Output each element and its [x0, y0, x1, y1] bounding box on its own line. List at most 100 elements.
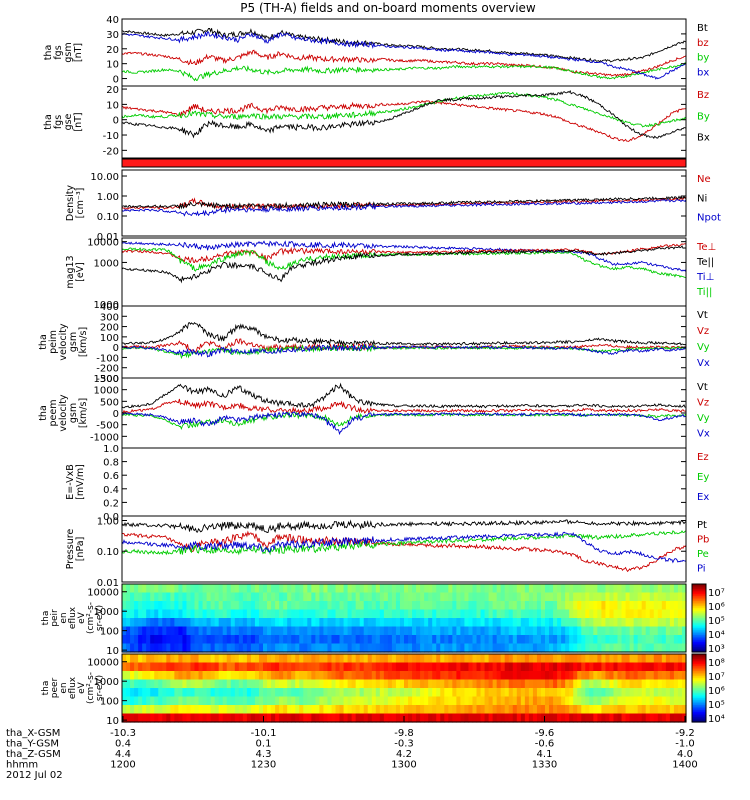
- peir-en-eflux-cell: [669, 626, 675, 636]
- peer-en-eflux-cell: [625, 662, 631, 672]
- peir-en-eflux-cell: [267, 601, 272, 611]
- peer-en-eflux-cell: [577, 713, 582, 723]
- peir-en-eflux-cell: [287, 601, 292, 611]
- peir-en-eflux-cell: [315, 609, 320, 619]
- peer-en-eflux-cell: [279, 671, 284, 681]
- peir-en-eflux-cell: [254, 618, 260, 628]
- peer-en-eflux-cell: [331, 654, 337, 664]
- peir-en-eflux-cell: [677, 592, 683, 602]
- peer-en-eflux-cell: [399, 713, 405, 723]
- peer-en-eflux-cell: [395, 654, 401, 664]
- peir-en-eflux-cell: [536, 643, 542, 653]
- peer-en-eflux-cell: [242, 671, 248, 681]
- peer-en-eflux-cell: [238, 713, 244, 723]
- peer-en-eflux-cell: [593, 679, 598, 689]
- peir-en-eflux-cell: [593, 592, 598, 602]
- peer-en-eflux-cell: [408, 696, 413, 706]
- peer-en-eflux-cell: [577, 696, 582, 706]
- peir-en-eflux-cell: [178, 584, 184, 594]
- peir-en-eflux-colorbar-label: 10⁷: [708, 588, 725, 599]
- peer-en-eflux-cell: [561, 713, 566, 723]
- peir-en-eflux-cell: [230, 584, 236, 594]
- peir-en-eflux-cell: [625, 643, 631, 653]
- peir-en-eflux-cell: [549, 592, 554, 602]
- peer-en-eflux-colorbar-step: [692, 705, 706, 708]
- peer-en-eflux-cell: [126, 688, 131, 698]
- peir-en-eflux-cell: [669, 592, 675, 602]
- peer-en-eflux-cell: [142, 688, 147, 698]
- peim-velocity-legend-Vz: Vz: [697, 326, 709, 337]
- peer-en-eflux-cell: [649, 688, 655, 698]
- peer-en-eflux-cell: [669, 688, 675, 698]
- peer-en-eflux-cell: [569, 671, 574, 681]
- peer-en-eflux-cell: [520, 679, 526, 689]
- peer-en-eflux-cell: [222, 688, 228, 698]
- peir-en-eflux-cell: [162, 635, 167, 645]
- peer-en-eflux-cell: [134, 696, 139, 706]
- peer-en-eflux-cell: [311, 688, 316, 698]
- peer-en-eflux-cell: [569, 705, 574, 715]
- peir-en-eflux-cell: [609, 643, 615, 653]
- peer-en-eflux-cell: [351, 662, 357, 672]
- peir-en-eflux-cell: [641, 601, 647, 611]
- peer-en-eflux-cell: [436, 713, 441, 723]
- peer-en-eflux-cell: [202, 679, 208, 689]
- peir-en-eflux-cell: [565, 626, 570, 636]
- peir-en-eflux-cell: [565, 643, 570, 653]
- peer-en-eflux-cell: [669, 705, 675, 715]
- peer-en-eflux-cell: [561, 696, 566, 706]
- peir-en-eflux-cell: [416, 618, 421, 628]
- peer-en-eflux-cell: [512, 679, 518, 689]
- peir-en-eflux-cell: [408, 601, 413, 611]
- peir-en-eflux-cell: [520, 643, 526, 653]
- density-legend-Ni: Ni: [697, 193, 707, 204]
- peir-en-eflux-cell: [681, 609, 687, 619]
- peir-en-eflux-cell: [399, 626, 405, 636]
- peer-en-eflux-cell: [649, 713, 655, 723]
- peer-en-eflux-cell: [416, 696, 421, 706]
- peer-en-eflux-cell: [516, 671, 522, 681]
- peer-en-eflux-colorbar-step: [692, 682, 706, 686]
- peir-en-eflux-colorbar-step: [692, 597, 706, 600]
- peer-en-eflux-cell: [436, 688, 441, 698]
- peir-en-eflux-cell: [126, 584, 131, 594]
- peir-en-eflux-cell: [520, 609, 526, 619]
- peer-en-eflux-cell: [581, 662, 586, 672]
- peer-en-eflux-cell: [258, 679, 264, 689]
- peir-en-eflux-cell: [206, 609, 212, 619]
- peir-en-eflux-cell: [307, 643, 312, 653]
- peir-en-eflux-ytick-label: 1000: [94, 607, 119, 618]
- peer-en-eflux-cell: [657, 705, 663, 715]
- peir-en-eflux-cell: [347, 618, 353, 628]
- peir-en-eflux-cell: [323, 635, 329, 645]
- peer-en-eflux-cell: [323, 679, 329, 689]
- peir-en-eflux-cell: [460, 592, 466, 602]
- peir-en-eflux-cell: [134, 643, 139, 653]
- peer-en-eflux-colorbar-step: [692, 703, 706, 706]
- peer-en-eflux-cell: [637, 688, 643, 698]
- peer-en-eflux-cell: [665, 713, 671, 723]
- peir-en-eflux-cell: [432, 609, 437, 619]
- peir-en-eflux-ytick-label: 100: [100, 627, 119, 638]
- peir-en-eflux-cell: [569, 626, 574, 636]
- peer-en-eflux-cell: [359, 688, 365, 698]
- peer-en-eflux-cell: [540, 654, 546, 664]
- peer-en-eflux-cell: [448, 654, 453, 664]
- peir-en-eflux-cell: [504, 643, 510, 653]
- peir-en-eflux-cell: [311, 626, 316, 636]
- peer-en-eflux-cell: [480, 696, 486, 706]
- peir-en-eflux-cell: [254, 601, 260, 611]
- density-legend-Ne: Ne: [697, 174, 711, 185]
- peir-en-eflux-cell: [166, 643, 171, 653]
- peir-en-eflux-cell: [355, 618, 361, 628]
- peer-en-eflux-cell: [416, 705, 421, 715]
- peir-en-eflux-cell: [242, 609, 248, 619]
- peer-en-eflux-cell: [194, 671, 200, 681]
- peer-en-eflux-cell: [504, 713, 510, 723]
- peer-en-eflux-cell: [549, 713, 554, 723]
- peer-en-eflux-colorbar-step: [692, 718, 706, 721]
- peer-en-eflux-cell: [416, 662, 421, 672]
- peer-en-eflux-colorbar-step: [692, 664, 706, 667]
- peir-en-eflux-cell: [214, 626, 220, 636]
- peer-en-eflux-cell: [573, 662, 578, 672]
